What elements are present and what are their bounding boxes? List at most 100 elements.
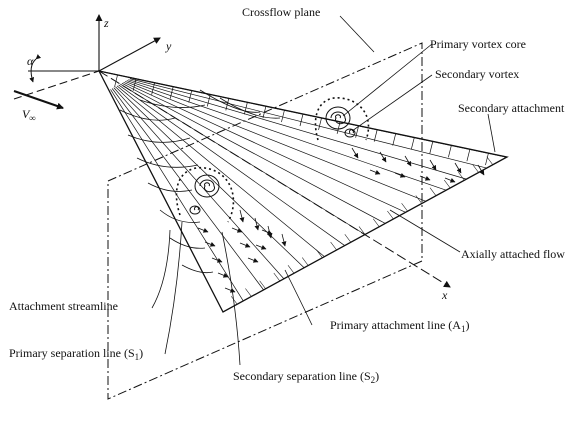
hatch-mark [301,257,309,266]
hatch-mark [466,149,471,162]
alpha-arc [29,54,42,83]
hatch-mark [448,145,452,158]
y-axis [98,37,161,72]
hatch-mark [415,195,423,204]
hatch-mark [132,78,137,91]
crossflow-arrow [239,209,245,223]
crossflow-arrow [419,175,431,181]
hatch-mark [358,226,366,235]
crossflow-arrow [224,287,236,293]
crossflow-arrow [239,242,251,248]
hatch-mark [429,141,434,154]
x-axis-label: x [441,288,448,302]
surface-ray [116,85,325,257]
coordinate-axes [13,14,451,288]
crossflow-arrow [444,177,456,183]
crossflow-arrow [379,151,387,163]
left-vortex [175,167,235,223]
wing-plane-reference [13,70,100,100]
surface-ray [126,80,447,191]
z-axis-label: z [103,16,109,30]
right-secondary-vortex [344,128,356,138]
hatch-mark [299,113,304,127]
axially-attached-flow-label: Axially attached flow [461,247,565,261]
crossflow-arrow [404,155,412,167]
alpha-label: α [27,54,34,68]
separated-region-hatching [114,74,494,305]
surface-ray [125,81,426,202]
hatch-mark [372,218,380,227]
leader-lines [151,15,496,366]
secondary-separation-line-label: Secondary separation line (S2) [233,369,379,385]
crossflow-arrow [281,233,287,247]
crossflow-arrow [231,227,243,233]
crossflow-arrow [454,162,462,174]
y-axis-label: y [165,39,172,53]
hatch-mark [316,249,323,258]
crossflow-arrows [197,147,485,293]
hatch-mark [373,129,378,142]
hatch-mark [151,82,155,95]
hatch-mark [188,90,193,103]
hatch-mark [485,153,489,166]
hatch-mark [458,172,465,181]
crossflow-arrow [247,257,259,263]
secondary-vortex-label: Secondary vortex [435,67,519,81]
crossflow-arrow [197,227,209,233]
hatch-mark [244,102,248,115]
primary-separation-line-label: Primary separation line (S1) [9,346,143,362]
hatch-mark [225,98,230,111]
hatch-mark [273,272,281,282]
surface-ray [123,81,406,213]
hatch-mark [287,265,295,274]
hatch-mark [230,296,238,305]
surface-ray [115,86,305,268]
delta-wing [97,70,509,313]
crossflow-arrow [369,169,381,175]
hatch-mark [344,234,352,243]
secondary-attachment-label: Secondary attachment [458,101,565,115]
surface-ray [128,79,467,180]
crossflow-arrow [261,229,273,235]
crossflow-arrow [429,159,437,171]
crossflow-arrow [394,172,406,178]
hatch-mark [318,117,322,130]
wing-outline [97,70,509,313]
hatch-mark [443,179,451,189]
hatch-mark [169,86,174,99]
hatch-mark [330,241,337,251]
surface-ray [118,84,345,246]
surface-ray [120,83,366,235]
primary-vortex-core-label: Primary vortex core [430,37,526,51]
hatch-mark [392,133,397,146]
hatch-mark [410,137,415,150]
left-vortex-outer [175,167,235,223]
primary-attachment-line-label: Primary attachment line (A1) [330,318,469,334]
attachment-streamline-label: Attachment streamline [9,299,118,313]
right-primary-core [325,106,351,130]
hatch-mark [206,94,211,107]
crossflow-arrow [477,164,485,176]
hatch-mark [262,106,267,119]
hatch-mark [281,110,285,123]
left-primary-core [194,174,220,198]
crossflow-plane-label: Crossflow plane [242,5,320,19]
crossflow-arrow [267,225,273,239]
upper-leading-edge [98,70,507,158]
hatch-mark [401,203,408,212]
hatch-mark [429,187,437,196]
hatch-mark [486,156,494,165]
left-secondary-vortex [189,205,201,215]
freestream-arrow [13,90,64,110]
x-axis [98,70,451,288]
hatch-mark [472,164,479,173]
crossflow-arrow [351,147,359,159]
freestream-label: V∞ [22,107,36,123]
surface-ray [129,78,487,169]
hatch-mark [245,288,252,297]
crossflow-arrow [255,244,267,250]
crossflow-arrow [217,272,229,278]
hatch-mark [355,125,359,138]
